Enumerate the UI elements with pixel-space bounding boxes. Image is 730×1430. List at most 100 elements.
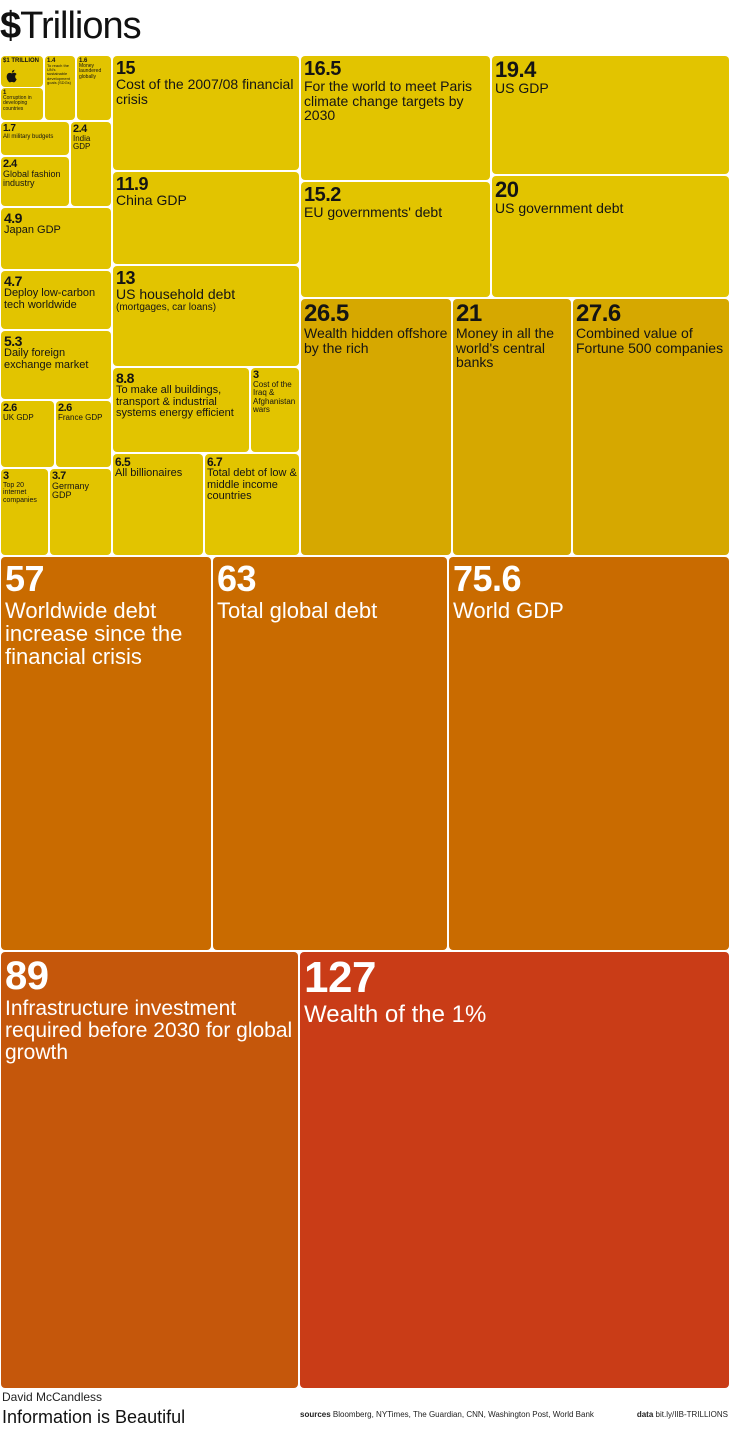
cell-value: 63 bbox=[217, 558, 257, 599]
treemap-cell: 63 Total global debt bbox=[213, 557, 447, 950]
treemap-cell: 20 US government debt bbox=[492, 176, 729, 297]
sources-text: Bloomberg, NYTimes, The Guardian, CNN, W… bbox=[332, 1410, 594, 1419]
cell-label: US household debt bbox=[116, 286, 236, 302]
footer: David McCandless Information is Beautifu… bbox=[0, 1390, 730, 1430]
treemap-cell: 89 Infrastructure investment required bef… bbox=[1, 952, 298, 1388]
cell-value: 4.7 bbox=[4, 273, 22, 289]
cell-label: US government debt bbox=[495, 200, 624, 216]
treemap-cell: 8.8 To make all buildings, transport & in… bbox=[113, 368, 249, 452]
cell-value: 20 bbox=[495, 177, 519, 202]
cell-value: 11.9 bbox=[116, 174, 149, 194]
cell-label: Top 20 internet companies bbox=[3, 482, 37, 504]
cell-value: 2.6 bbox=[58, 402, 72, 414]
cell-value: 3 bbox=[3, 470, 9, 482]
cell-label: To make all buildings, transport & indus… bbox=[116, 384, 234, 420]
cell-value: 15 bbox=[116, 58, 136, 78]
cell-value: 5.3 bbox=[4, 333, 22, 349]
treemap-cell: 2.6 UK GDP bbox=[1, 401, 54, 467]
treemap-cell: 1.7 All military budgets bbox=[1, 122, 69, 155]
cell-label: Worldwide debt increase since the financ… bbox=[5, 598, 183, 670]
treemap-cell: $1 TRILLION bbox=[1, 56, 43, 87]
cell-value: 4.9 bbox=[4, 210, 22, 226]
cell-label: Daily foreign exchange market bbox=[4, 347, 89, 371]
cell-label: Japan GDP bbox=[4, 224, 61, 236]
treemap-cell: 4.7 Deploy low-carbon tech worldwide bbox=[1, 271, 111, 329]
cell-label: All military budgets bbox=[3, 134, 54, 140]
treemap-cell: 3 Cost of the Iraq & Afghanistan wars bbox=[251, 368, 299, 452]
cell-value: 19.4 bbox=[495, 57, 536, 82]
treemap-cell: 4.9 Japan GDP bbox=[1, 208, 111, 269]
cell-value: 75.6 bbox=[453, 558, 522, 599]
cell-label: UK GDP bbox=[3, 413, 34, 422]
title-word: Trillions bbox=[20, 5, 141, 47]
treemap-cell: 3.7 Germany GDP bbox=[50, 469, 111, 555]
cell-sublabel: (mortgages, car loans) bbox=[116, 301, 217, 313]
cell-label: Total global debt bbox=[217, 598, 378, 623]
treemap-cell: 15 Cost of the 2007/08 financial crisis bbox=[113, 56, 299, 170]
brand-name: Information is Beautiful bbox=[2, 1407, 186, 1427]
treemap-cell: 75.6 World GDP bbox=[449, 557, 729, 950]
cell-label: France GDP bbox=[58, 413, 103, 422]
cell-value: 16.5 bbox=[304, 58, 341, 80]
cell-value: 8.8 bbox=[116, 370, 134, 386]
treemap-cell: 127 Wealth of the 1% bbox=[300, 952, 729, 1388]
cell-value: 15.2 bbox=[304, 184, 341, 206]
cell-label: Total debt of low & middle income countr… bbox=[207, 467, 297, 503]
cell-value: 26.5 bbox=[304, 300, 349, 327]
treemap-cell: 2.4 Global fashion industry bbox=[1, 157, 69, 206]
cell-label: US GDP bbox=[495, 80, 549, 96]
treemap-cell: 16.5 For the world to meet Paris climate … bbox=[301, 56, 490, 180]
cell-value: 2.4 bbox=[73, 123, 87, 135]
sources-label: sources bbox=[300, 1410, 331, 1419]
treemap-cell: 6.7 Total debt of low & middle income cou… bbox=[205, 454, 299, 555]
cell-label: EU governments' debt bbox=[304, 204, 443, 220]
treemap-cell: 1.4 To reach the UN's sustainable develop… bbox=[45, 56, 75, 120]
cell-label: Wealth of the 1% bbox=[304, 1001, 487, 1028]
cell-value: 21 bbox=[456, 300, 482, 327]
cell-value: 1.4 bbox=[47, 58, 56, 64]
data-label: data bbox=[636, 1410, 654, 1419]
cell-value: 3.7 bbox=[52, 470, 66, 482]
cell-label: Wealth hidden offshore by the rich bbox=[304, 325, 448, 356]
cell-label: Money laundered globally bbox=[79, 63, 102, 80]
treemap-cell: 5.3 Daily foreign exchange market bbox=[1, 331, 111, 399]
treemap-cell: 27.6 Combined value of Fortune 500 compan… bbox=[573, 299, 729, 555]
cell-value: 1.7 bbox=[3, 123, 16, 134]
cell-label: China GDP bbox=[116, 192, 187, 208]
cell-value: 57 bbox=[5, 558, 45, 599]
cell-label: Deploy low-carbon tech worldwide bbox=[4, 287, 96, 311]
treemap-cell: 57 Worldwide debt increase since the fina… bbox=[1, 557, 211, 950]
cell-label: Global fashion industry bbox=[3, 169, 61, 189]
cell-value: 1.6 bbox=[79, 58, 88, 64]
cell-label: For the world to meet Paris climate chan… bbox=[304, 78, 473, 124]
treemap-cell: 21 Money in all the world's central banks bbox=[453, 299, 571, 555]
treemap-cell: 2.4 India GDP bbox=[71, 122, 111, 206]
cell-value: 2.6 bbox=[3, 402, 17, 414]
treemap-cell: 1.6 Money laundered globally bbox=[77, 56, 111, 120]
treemap-cell: 13 US household debt (mortgages, car loans… bbox=[113, 266, 299, 366]
treemap-cell: 11.9 China GDP bbox=[113, 172, 299, 264]
cell-value: 3 bbox=[253, 369, 259, 381]
cell-value: 6.7 bbox=[207, 455, 223, 469]
treemap-cell: 3 Top 20 internet companies bbox=[1, 469, 48, 555]
sources-line: sources Bloomberg, NYTimes, The Guardian… bbox=[300, 1410, 594, 1420]
treemap-cell: 26.5 Wealth hidden offshore by the rich bbox=[301, 299, 451, 555]
cell-value: 13 bbox=[116, 268, 136, 288]
treemap-cell: 2.6 France GDP bbox=[56, 401, 111, 467]
author-name: David McCandless bbox=[2, 1390, 103, 1404]
treemap-cell: 15.2 EU governments' debt bbox=[301, 182, 490, 297]
cell-label: Infrastructure investment required befor… bbox=[5, 997, 293, 1065]
title-symbol: $ bbox=[0, 5, 21, 47]
treemap-cell: 1 Corruption in developing countries bbox=[1, 88, 43, 120]
cell-label: Combined value of Fortune 500 companies bbox=[576, 325, 724, 356]
cell-value: $1 TRILLION bbox=[3, 58, 40, 64]
cell-value: 27.6 bbox=[576, 300, 621, 327]
cell-label: Corruption in developing countries bbox=[3, 95, 32, 112]
page-title: $Trillions bbox=[0, 4, 142, 48]
data-text: bit.ly/IIB-TRILLIONS bbox=[655, 1410, 728, 1419]
cell-value: 1 bbox=[3, 90, 7, 96]
apple-logo-icon bbox=[4, 68, 20, 84]
cell-label: Cost of the Iraq & Afghanistan wars bbox=[253, 380, 296, 415]
treemap-cell: 19.4 US GDP bbox=[492, 56, 729, 174]
cell-label: Money in all the world's central banks bbox=[456, 325, 555, 371]
